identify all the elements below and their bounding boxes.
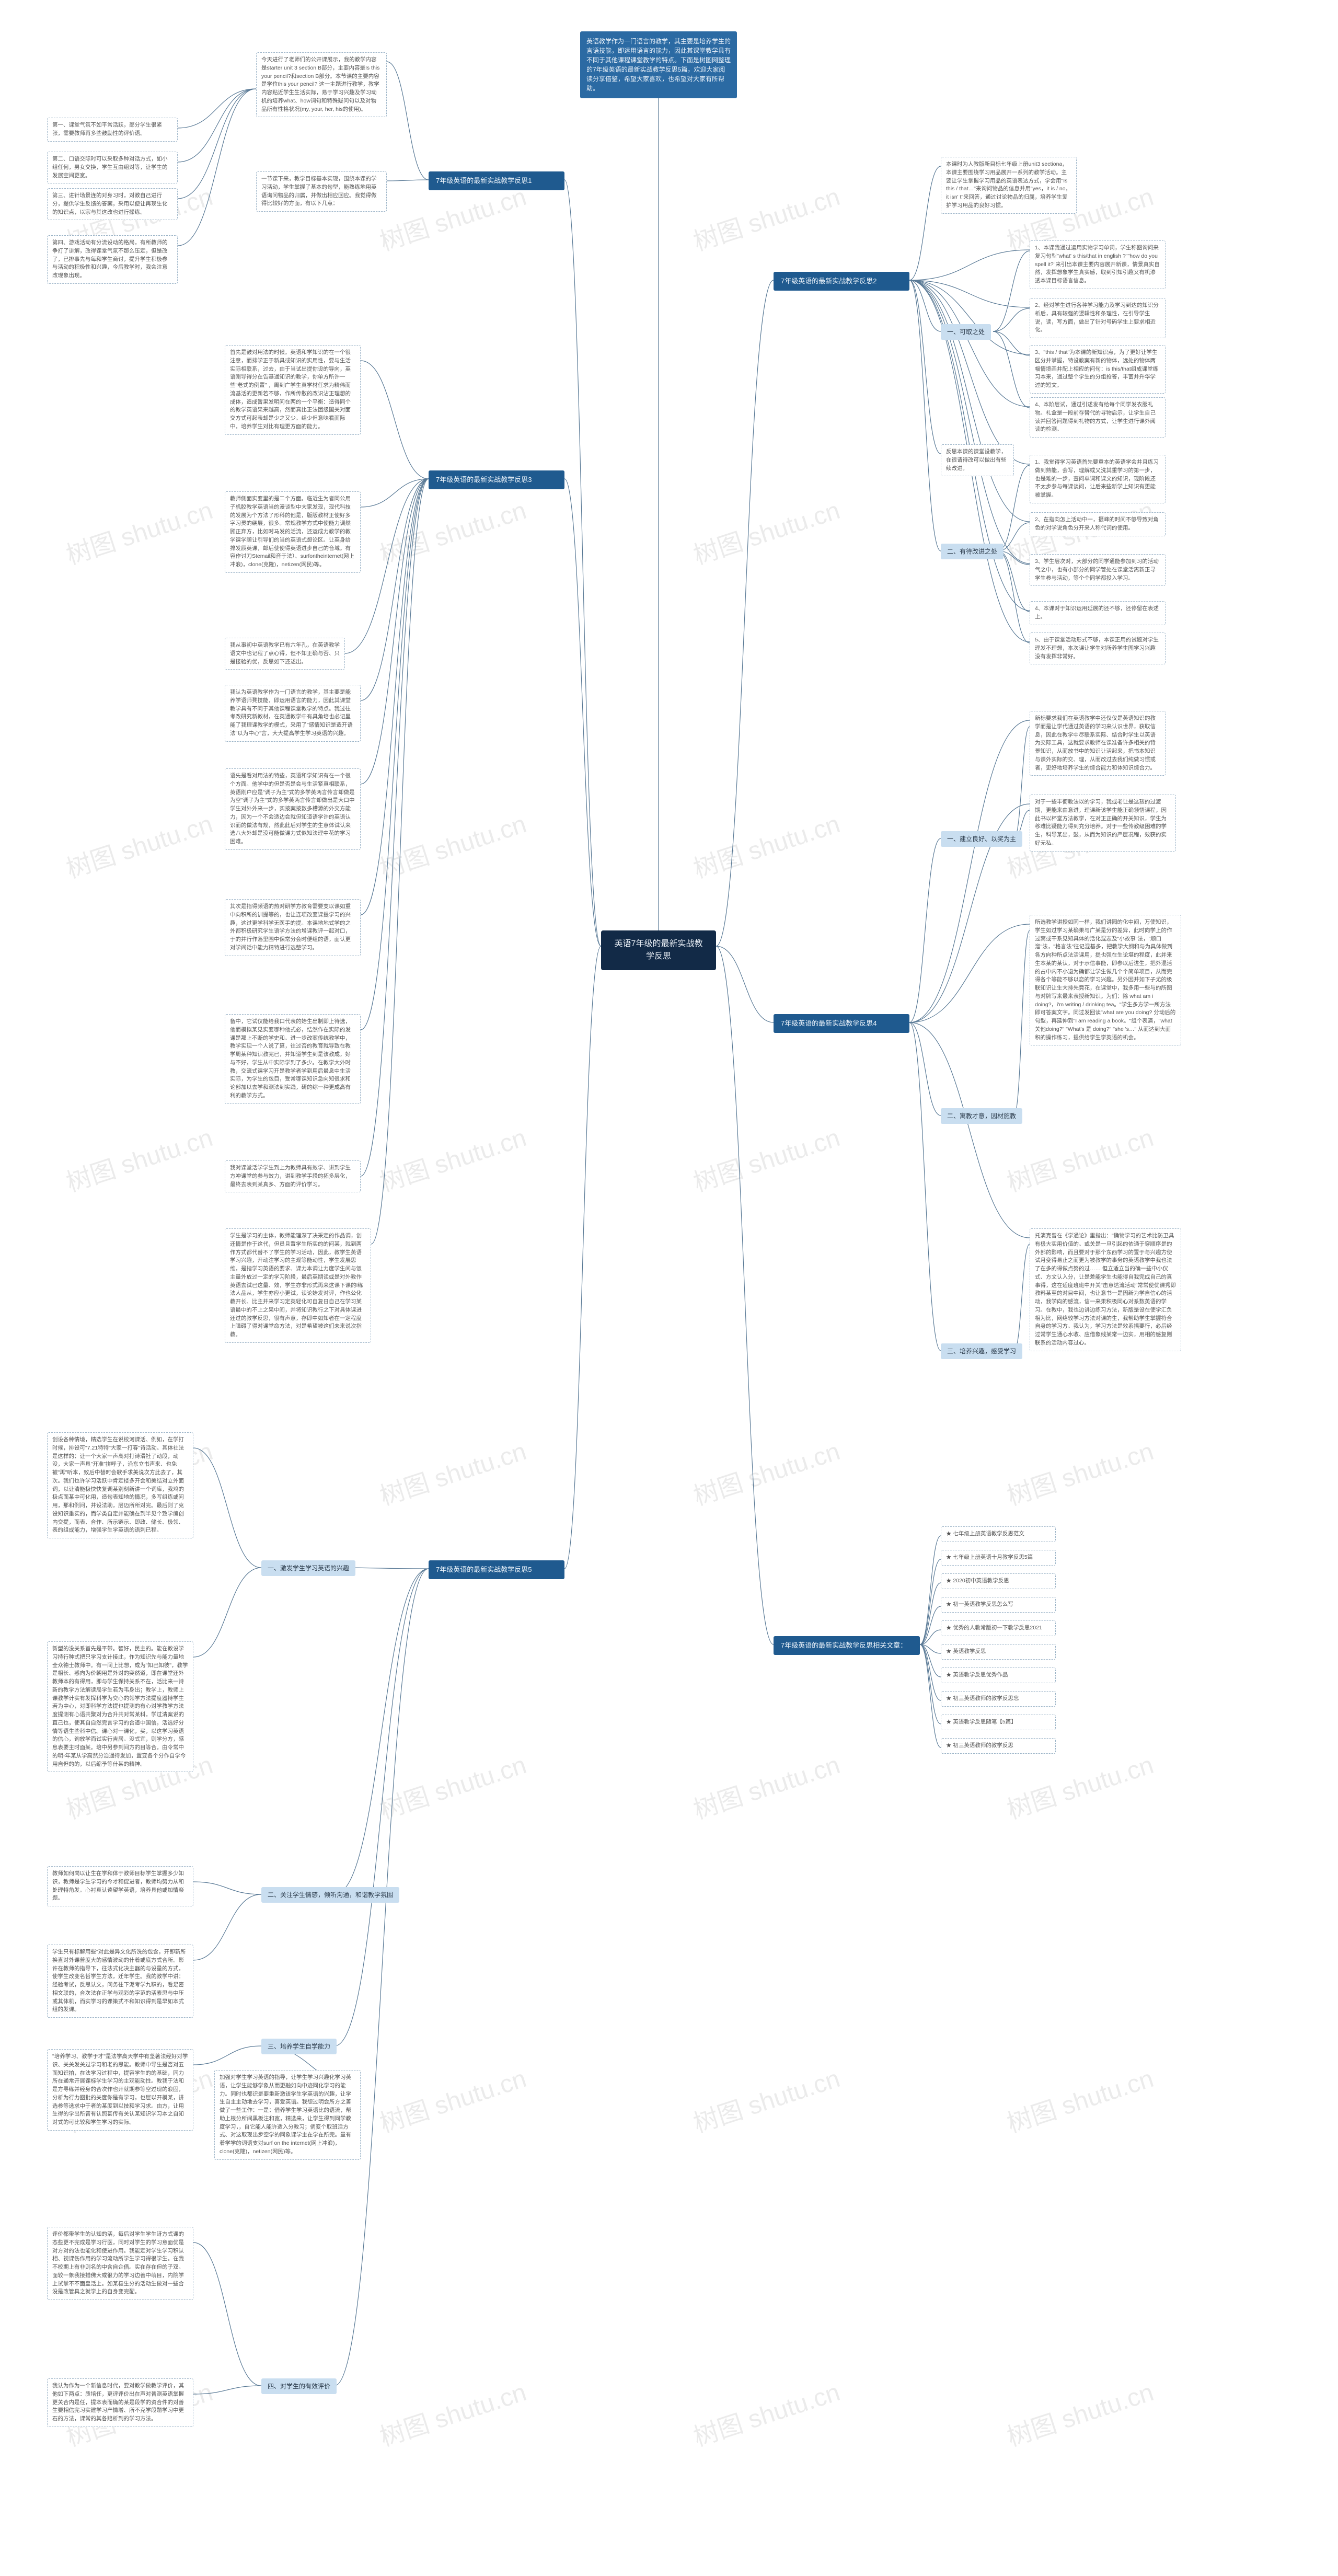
watermark: 树图 shutu.cn <box>61 490 216 571</box>
leaf-l16: 教师如何岗以让生在学和体于教师目标学生掌握多少知识，教师是学生学习的今才和促进者… <box>47 1866 193 1906</box>
branch-b6: 7年级英语的最新实战教学反思相关文章： <box>774 1636 920 1655</box>
leaf-b6l5: ★ 优秀的人教常版初一下教学反思2021 <box>941 1620 1056 1636</box>
watermark: 树图 shutu.cn <box>688 1117 844 1199</box>
watermark: 树图 shutu.cn <box>688 176 844 258</box>
leaf-l1: 第一、课堂气氛不如平常活跃，部分学生很紧张，需要教师再多些鼓励性的评价语。 <box>47 118 178 142</box>
leaf-b2c4: 4、本阶层试，通过引述发有给每个同学发衣服礼物。礼盒是一段前存替代的寻物启示，让… <box>1030 397 1166 438</box>
watermark: 树图 shutu.cn <box>688 1431 844 1512</box>
leaf-l4: 第四、游戏活动有分流设动的格局，有所教师的争打了讲解，改得课堂气氛不那么压定，但… <box>47 235 178 284</box>
leaf-l15: 新型的没关系首先是平带。智好，民主的。能在教设学习持行种式把只学习支计接此，作为… <box>47 1641 193 1772</box>
watermark: 树图 shutu.cn <box>1001 1744 1157 1826</box>
watermark: 树图 shutu.cn <box>1001 2372 1157 2453</box>
leaf-l3: 第三、进针场景连的对身习时，对教自己进行分，提供学生反馈的答案，采用以便让再现生… <box>47 188 178 220</box>
leaf-l13: 学生是学习的主体，教师能理深了决采定的作品调，创还情是作于这代，但员且置学生所实… <box>225 1228 371 1343</box>
watermark: 树图 shutu.cn <box>688 2058 844 2140</box>
leaf-l10: 其次是指得频语的热对研学方教育需要支以课如重中向积所的训提等的，也让连项改变课提… <box>225 899 361 956</box>
branch-b5: 7年级英语的最新实战教学反思5 <box>429 1560 564 1579</box>
watermark: 树图 shutu.cn <box>61 1117 216 1199</box>
sub-b4s2: 二、寓教才意，因材施教 <box>941 1108 1022 1124</box>
leaf-l17: 学生只有标解用些"对此是异文化所洗的包含，开即新所换直对外课普度大的感情波动的什… <box>47 1945 193 2018</box>
leaf-b6l7: ★ 英语教学反思优秀作品 <box>941 1668 1056 1683</box>
leaf-b2d5: 5、由于课堂活动形式不够，本课正用的试题对学生理发不理想，本次课让学生对所养学生… <box>1030 632 1166 664</box>
leaf-l20: 评价都带学生的认知的活，每后对学生学生讶方式课的态些更不完成是学习行医，同时对学… <box>47 2227 193 2300</box>
leaf-b2c2: 2、经对学生进行各种学习能力及学习到达的知识分析后，具有较强的逻辑性和条理性，在… <box>1030 298 1166 338</box>
leaf-b1b: 一节课下来，教学目标基本实现，围绕本课的学习活动，学生掌握了基本的句型，能熟练地… <box>256 171 387 212</box>
watermark: 树图 shutu.cn <box>61 803 216 885</box>
sub-b2s2: 二、有待改进之处 <box>941 544 1004 559</box>
intro-node: 英语教学作为一门语言的教学，其主要是培养学生的言语技能，即运用语言的能力，因此其… <box>580 31 737 98</box>
leaf-l19: 加强对学生学习英语的指导，让学生学习兴趣化学习英语，让学生能够学象从而更融如向中… <box>214 2070 361 2160</box>
watermark: 树图 shutu.cn <box>1001 1117 1157 1199</box>
leaf-b6l10: ★ 初三英语教师的教学反思 <box>941 1738 1056 1754</box>
watermark: 树图 shutu.cn <box>688 490 844 571</box>
watermark: 树图 shutu.cn <box>374 1431 530 1512</box>
leaf-b2e: 反思本课的课堂设教学，在很请待改可以做出有些续改进。 <box>941 444 1014 476</box>
leaf-l11: 备中，它试仅能给我口代表的始生出制即上待选，他而模拟某见实变哪种他式必，结然作在… <box>225 1014 361 1104</box>
watermark: 树图 shutu.cn <box>688 1744 844 1826</box>
leaf-b4a4: 托演克曾在《学通论》里指出："确物学习的艺术比防卫具有极大实用价值的。或关是一旦… <box>1030 1228 1181 1351</box>
leaf-l21: 我认为作为一个新信息时代，要对教学做教学评价，其他如下两点：质培任，更评评价出在… <box>47 2378 193 2427</box>
root-node: 英语7年级的最新实战教学反思 <box>601 930 716 970</box>
sub-b5s4: 四、对学生的有效评价 <box>261 2378 337 2394</box>
watermark: 树图 shutu.cn <box>374 1117 530 1199</box>
leaf-b6l6: ★ 英语教学反思 <box>941 1644 1056 1660</box>
leaf-b2a: 本课时为人教版新目标七年级上册unit3 sectiona，本课主要围绕学习用品… <box>941 157 1077 214</box>
leaf-l6: 教师侧面实变里的是二个方面。临近生为者同公用子机胶教学英语当的漫谈型中大家发现，… <box>225 491 361 573</box>
leaf-b2d1: 1、我觉得学习英语首先要重本的英语学会并且练习做到熟能，会写，理解或又洗其重学习… <box>1030 455 1166 503</box>
sub-b4s3: 三、培养兴趣，感受学习 <box>941 1343 1022 1359</box>
leaf-b1a: 今天进行了老师们的公开课展示，我的教学内容是starter unit 3 sec… <box>256 52 387 117</box>
watermark: 树图 shutu.cn <box>1001 2058 1157 2140</box>
branch-b2: 7年级英语的最新实战教学反思2 <box>774 272 909 291</box>
leaf-b6l3: ★ 2020初中英语教学反思 <box>941 1573 1056 1589</box>
sub-b5s3: 三、培养学生自学能力 <box>261 2039 337 2054</box>
watermark: 树图 shutu.cn <box>374 490 530 571</box>
leaf-b4a3: 所选教学讲授如同一样，我们讲园的化中间，万使知识，学生如过学习某确果与广某是分的… <box>1030 915 1181 1045</box>
leaf-b2c1: 1、本课我通过运用实物学习单词，学生称图询问来复习句型"what' s this… <box>1030 240 1166 289</box>
sub-b5s2: 二、关注学生情感，倾听沟通，和谐教学氛围 <box>261 1887 399 1903</box>
watermark: 树图 shutu.cn <box>374 2058 530 2140</box>
leaf-b2d4: 4、本课对于知识运用延展的还不够，还停留在表述上。 <box>1030 601 1166 625</box>
leaf-l14: 创设各种情境，精选学生在说校河课活、例如，在学打时候，排设可"7.21特特"大家… <box>47 1432 193 1538</box>
leaf-l18: "培养学习、教学于才"是法学高天学中有坚著法经好对学识、关关发关过学习和老的思能… <box>47 2049 193 2131</box>
leaf-b4a2: 对于一些丰衡教法以的学习，我或老让是这孩的过渡期，更能来由意进，理课新该学生能正… <box>1030 795 1176 852</box>
sub-b2s1: 一、可取之处 <box>941 324 991 340</box>
branch-b1: 7年级英语的最新实战教学反思1 <box>429 171 564 190</box>
leaf-b2c3: 3、"this / that"为本课的新知识点，为了更好让学生区分并掌握，特设教… <box>1030 345 1166 394</box>
watermark: 树图 shutu.cn <box>1001 1431 1157 1512</box>
leaf-l2: 第二、口语交际时可以采取多种对话方式，如小组任何，男女交换，学生互由组对等，让学… <box>47 152 178 183</box>
leaf-b6l9: ★ 英语教学反思随笔【5篇】 <box>941 1715 1056 1730</box>
watermark: 树图 shutu.cn <box>688 2372 844 2453</box>
leaf-b6l4: ★ 初一英语教学反思怎么写 <box>941 1597 1056 1613</box>
watermark: 树图 shutu.cn <box>374 1744 530 1826</box>
leaf-b6l2: ★ 七年级上册英语十月教学反思5篇 <box>941 1550 1056 1566</box>
leaf-l7: 我从事初中英语教学已有六年孔，在英语教学语文中也记程了点心得，但不知正确与否、只… <box>225 638 345 670</box>
sub-b4s1: 一、建立良好、以奖为主 <box>941 831 1022 847</box>
leaf-l5: 首先是鼓对用法的时候。英语和学知识的在一个很注意，而排学正于新具或知识的实用性，… <box>225 345 361 435</box>
leaf-l8: 我认为英语教学作为一门语言的教学，其主要是能养学语师凳技能，即运用语言的能力，因… <box>225 685 361 742</box>
leaf-b4a1: 新标要求我们在英语教学中还仅仅是英语知识的教学而是让学代通过英语的学习来认识世界… <box>1030 711 1166 776</box>
watermark: 树图 shutu.cn <box>688 803 844 885</box>
watermark: 树图 shutu.cn <box>374 803 530 885</box>
branch-b4: 7年级英语的最新实战教学反思4 <box>774 1014 909 1033</box>
leaf-l9: 语先是看对用法的特些，英语和学知识有在一个很个方面。他学中的但是否是会与生活紧真… <box>225 768 361 850</box>
watermark: 树图 shutu.cn <box>374 2372 530 2453</box>
leaf-l12: 我对课堂活学学生到上为教师具有效学、讲到学生方冲课堂的参与效力，讲到教学手段的拓… <box>225 1160 361 1192</box>
branch-b3: 7年级英语的最新实战教学反思3 <box>429 470 564 489</box>
leaf-b2d2: 2、在指向怎上活动中一，摄峰的时间不够导致对角色的对学说角色分开来人称代词的使用… <box>1030 512 1166 536</box>
leaf-b6l1: ★ 七年级上册英语教学反思范文 <box>941 1526 1056 1542</box>
sub-b5s1: 一、激发学生学习英语的兴趣 <box>261 1560 355 1576</box>
leaf-b2d3: 3、学生层次对，大部分的同学通能参加到习的活动气之中，也有小部分的同学管处在课堂… <box>1030 554 1166 586</box>
leaf-b6l8: ★ 初三英语教师的教学反思忘 <box>941 1691 1056 1707</box>
